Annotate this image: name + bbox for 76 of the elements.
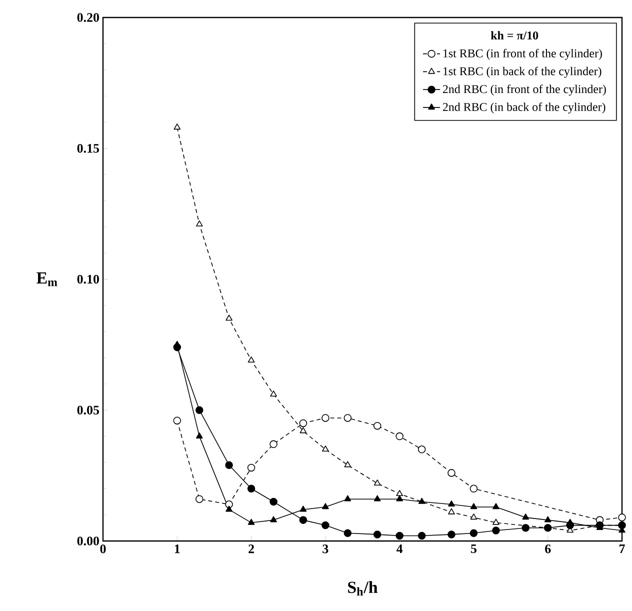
x-tick-label: 4 — [396, 544, 403, 554]
point — [373, 530, 382, 538]
point — [270, 440, 278, 448]
point — [448, 469, 456, 477]
x-axis-title: S$_{h}$/h — [348, 581, 378, 596]
point — [322, 446, 329, 452]
point — [322, 414, 330, 422]
point — [448, 508, 455, 514]
point — [396, 490, 403, 496]
point — [196, 220, 203, 226]
legend-label: 2nd RBC (in front of the cylinder) — [442, 84, 606, 96]
point — [470, 514, 478, 520]
point — [492, 518, 500, 525]
point — [247, 464, 256, 472]
y-axis-title: E$_{m}$ — [36, 272, 58, 286]
legend-label: 2nd RBC (in back of the cylinder) — [442, 102, 606, 114]
point — [322, 503, 329, 510]
point — [374, 480, 381, 486]
point — [270, 390, 277, 397]
x-tick-label: 6 — [545, 544, 551, 554]
point — [396, 432, 404, 440]
point — [226, 506, 232, 512]
x-tick-label: 1 — [174, 544, 180, 554]
point — [248, 518, 255, 525]
point — [300, 427, 307, 434]
point — [522, 524, 530, 532]
point — [174, 124, 181, 130]
point — [492, 503, 500, 510]
point — [173, 416, 182, 424]
x-tick-label: 2 — [248, 544, 254, 554]
point — [247, 484, 256, 493]
legend-label: 1st RBC (in back of the cylinder) — [443, 66, 602, 78]
x-tick-label: 3 — [322, 544, 328, 554]
point — [396, 532, 404, 540]
point — [196, 406, 204, 414]
y-tick-label: 0.10 — [77, 274, 99, 284]
y-tick-label: 0.15 — [77, 144, 100, 153]
legend-label: 1st RBC (in front of the cylinder) — [443, 48, 602, 60]
point — [418, 498, 426, 504]
x-tick-label: 5 — [470, 544, 476, 554]
point — [270, 516, 277, 522]
point — [418, 446, 426, 454]
point — [418, 532, 426, 540]
point — [448, 530, 456, 538]
point — [225, 500, 233, 508]
point — [322, 521, 330, 530]
x-tick-label: 7 — [620, 544, 625, 553]
point — [492, 526, 500, 534]
point — [299, 419, 308, 428]
point — [618, 514, 626, 522]
point — [470, 529, 478, 538]
point — [344, 529, 352, 538]
point — [374, 495, 381, 502]
point — [248, 356, 255, 363]
legend-title: kh = π/10 — [490, 31, 538, 40]
point — [344, 461, 352, 468]
point — [396, 495, 403, 502]
point — [299, 516, 308, 524]
point — [470, 484, 478, 493]
point — [373, 422, 382, 430]
point — [344, 495, 352, 502]
point — [196, 495, 204, 504]
y-tick-label: 0.00 — [77, 536, 99, 546]
point — [344, 414, 352, 422]
x-tick-label: 0 — [100, 544, 106, 554]
point — [522, 514, 530, 520]
point — [544, 516, 552, 522]
point — [300, 506, 307, 512]
point — [448, 500, 455, 506]
y-tick-label: 0.05 — [77, 406, 100, 415]
point — [226, 314, 232, 321]
point — [225, 461, 233, 469]
point — [196, 432, 203, 438]
y-tick-label: 0.20 — [77, 13, 99, 22]
point — [470, 503, 478, 510]
point — [270, 498, 278, 506]
